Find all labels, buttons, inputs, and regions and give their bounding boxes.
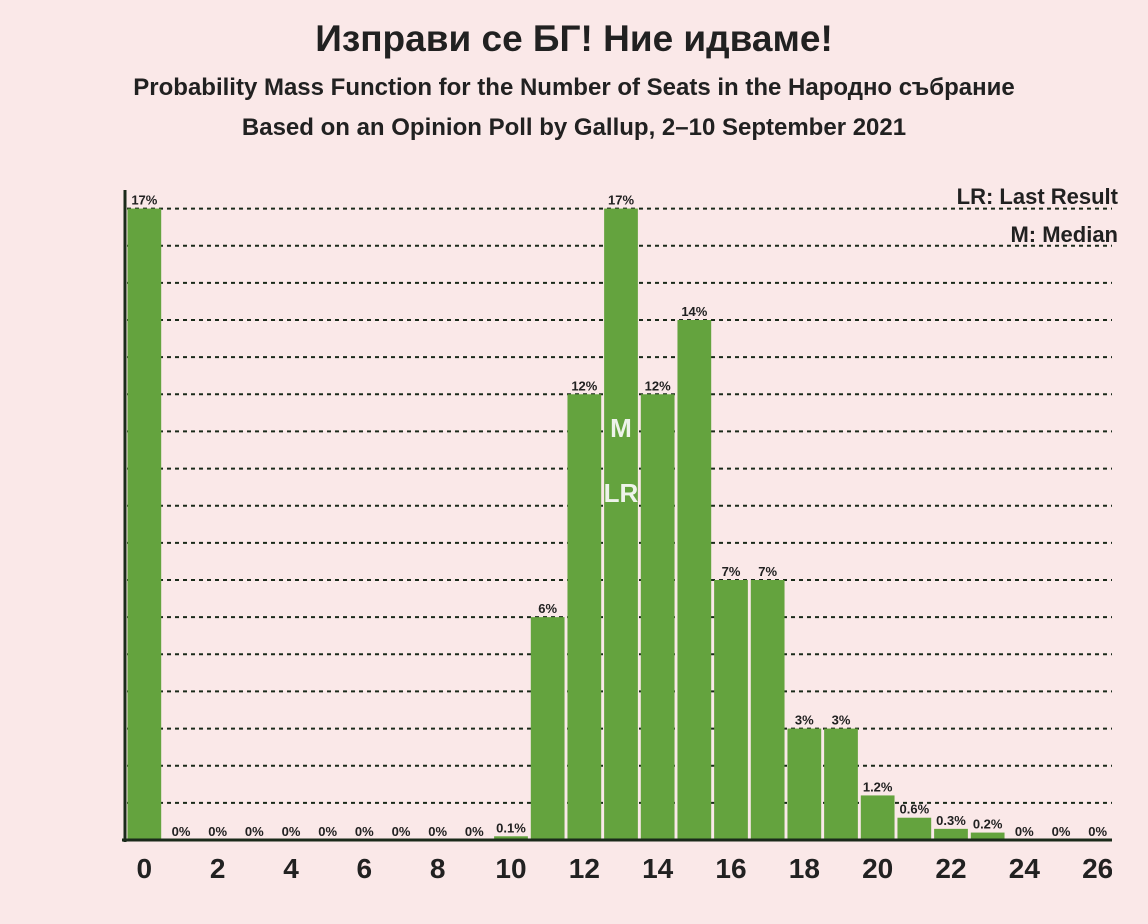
bar-value-label: 0% xyxy=(1088,824,1107,839)
bar-value-label: 12% xyxy=(645,378,671,393)
x-tick-label: 22 xyxy=(935,853,966,884)
x-tick-label: 16 xyxy=(715,853,746,884)
bar-value-label: 12% xyxy=(571,378,597,393)
bar xyxy=(787,729,821,840)
bar-value-label: 0% xyxy=(318,824,337,839)
in-bar-marker: M xyxy=(610,413,632,443)
bar-value-label: 1.2% xyxy=(863,779,893,794)
bar xyxy=(861,795,895,840)
bar xyxy=(897,818,931,840)
bar-value-label: 14% xyxy=(681,304,707,319)
bar xyxy=(531,617,565,840)
bar xyxy=(641,394,675,840)
bar-value-label: 0% xyxy=(1015,824,1034,839)
bar-value-label: 7% xyxy=(758,564,777,579)
bar-value-label: 0% xyxy=(282,824,301,839)
bar-value-label: 17% xyxy=(608,193,634,208)
bar xyxy=(751,580,785,840)
x-tick-label: 2 xyxy=(210,853,226,884)
chart-title: Изправи се БГ! Ние идваме! xyxy=(0,18,1148,60)
bar-value-label: 0% xyxy=(392,824,411,839)
bar xyxy=(714,580,748,840)
bar-value-label: 0% xyxy=(465,824,484,839)
chart-subtitle2: Based on an Opinion Poll by Gallup, 2–10… xyxy=(0,114,1148,142)
bar-value-label: 3% xyxy=(795,713,814,728)
bar-value-label: 0.2% xyxy=(973,817,1003,832)
bar-value-label: 0% xyxy=(172,824,191,839)
bar xyxy=(604,209,638,840)
x-tick-label: 26 xyxy=(1082,853,1112,884)
in-bar-marker: LR xyxy=(604,478,639,508)
bar xyxy=(127,209,161,840)
x-tick-label: 12 xyxy=(569,853,600,884)
bar-value-label: 7% xyxy=(722,564,741,579)
bar-value-label: 6% xyxy=(538,601,557,616)
bar-value-label: 0% xyxy=(355,824,374,839)
titles-block: Изправи се БГ! Ние идваме! Probability M… xyxy=(0,18,1148,142)
bar-value-label: 0.6% xyxy=(900,802,930,817)
x-tick-label: 4 xyxy=(283,853,299,884)
bar-value-label: 3% xyxy=(832,713,851,728)
x-tick-label: 14 xyxy=(642,853,674,884)
chart-subtitle1: Probability Mass Function for the Number… xyxy=(0,74,1148,102)
bar-value-label: 0% xyxy=(1052,824,1071,839)
bar-value-label: 17% xyxy=(131,193,157,208)
bar xyxy=(934,829,968,840)
x-tick-label: 24 xyxy=(1009,853,1041,884)
x-tick-label: 10 xyxy=(495,853,526,884)
bar-value-label: 0.3% xyxy=(936,813,966,828)
bar-value-label: 0% xyxy=(208,824,227,839)
x-tick-label: 8 xyxy=(430,853,446,884)
x-tick-label: 18 xyxy=(789,853,820,884)
x-tick-label: 20 xyxy=(862,853,893,884)
bar-value-label: 0% xyxy=(428,824,447,839)
x-tick-label: 0 xyxy=(137,853,153,884)
bar xyxy=(567,394,601,840)
pmf-bar-chart: 5%10%15%17%0%0%0%0%0%0%0%0%0%0.1%6%12%17… xyxy=(122,190,1112,910)
bar xyxy=(824,729,858,840)
bar-value-label: 0.1% xyxy=(496,820,526,835)
x-tick-label: 6 xyxy=(357,853,373,884)
bar-value-label: 0% xyxy=(245,824,264,839)
bar xyxy=(677,320,711,840)
